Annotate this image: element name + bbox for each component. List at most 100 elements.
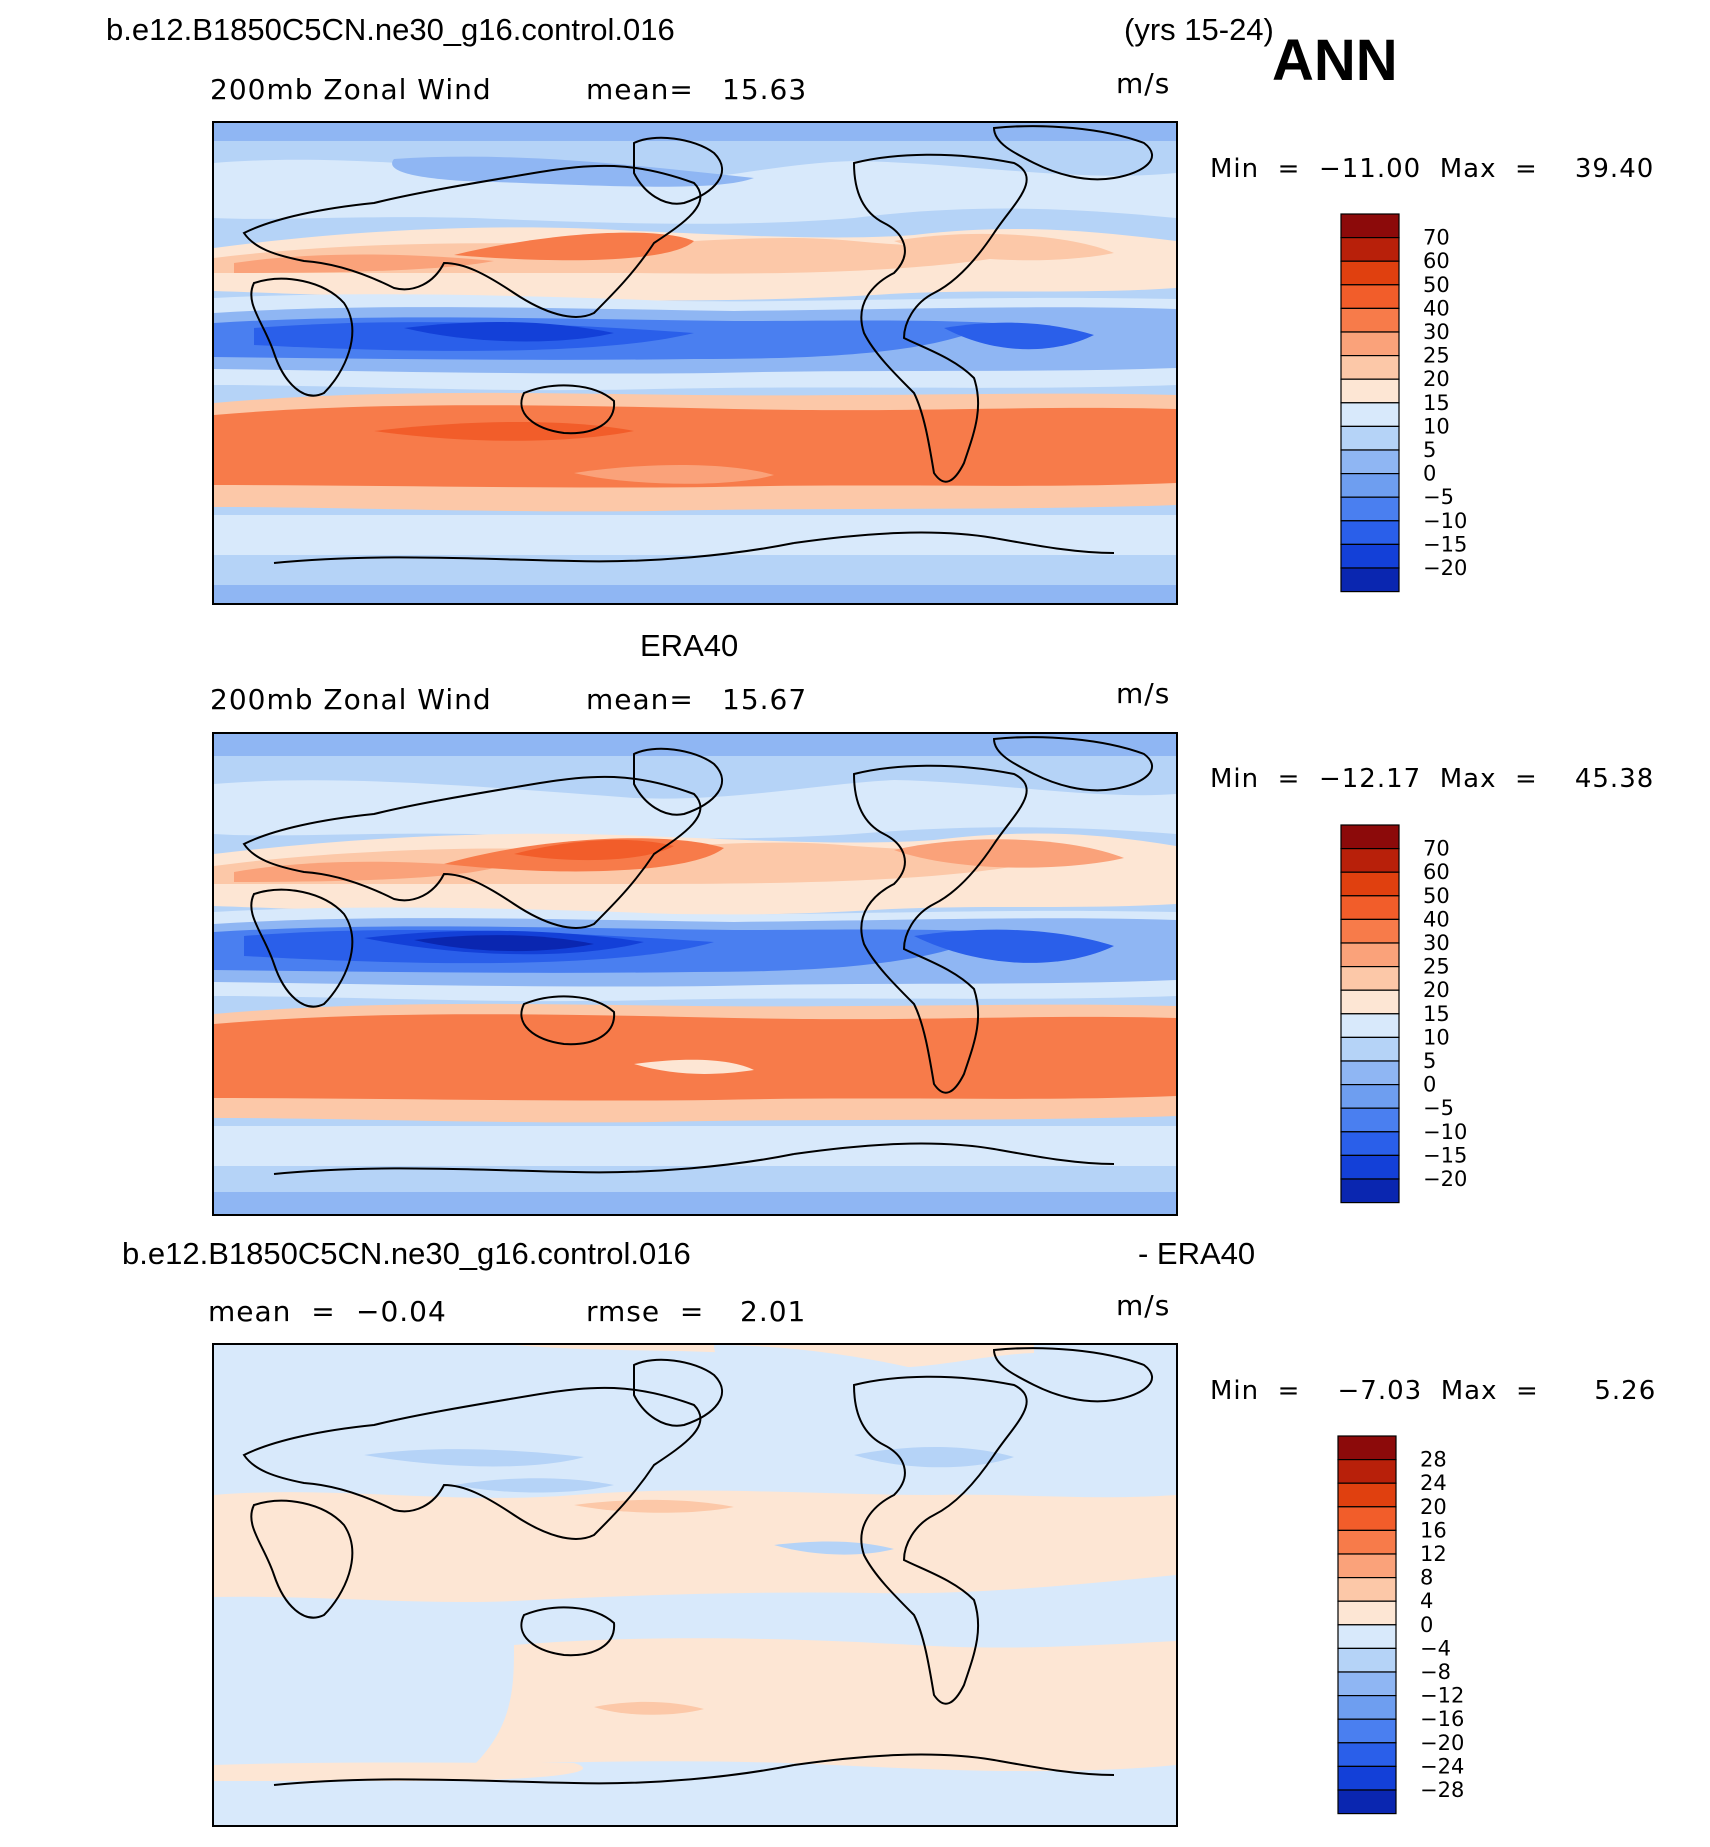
colorbar-swatch — [1340, 284, 1400, 310]
colorbar-tick-label: −4 — [1420, 1636, 1451, 1660]
colorbar-tick-label: −28 — [1420, 1778, 1464, 1802]
panel-3-minmax: Min = −7.03 Max = 5.26 — [1210, 1376, 1657, 1406]
panel-1-variable: 200mb Zonal Wind — [210, 73, 492, 106]
colorbar-swatch — [1340, 449, 1400, 475]
colorbar-swatch — [1340, 824, 1400, 850]
colorbar-tick-label: −20 — [1420, 1731, 1464, 1755]
colorbar-swatch — [1337, 1671, 1397, 1697]
colorbar-tick-label: 40 — [1423, 907, 1450, 931]
colorbar-swatch — [1340, 989, 1400, 1015]
colorbar-tick-label: 15 — [1423, 391, 1450, 415]
panel-3-colorbar: 28 24 20 16 12 8 4 0 −4 −8 −12 −16 −20 −24 −28 — [1337, 1435, 1498, 1821]
colorbar-tick-label: 8 — [1420, 1566, 1433, 1590]
panel-3-title-suffix: - ERA40 — [1138, 1236, 1256, 1271]
colorbar-tick-label: 0 — [1423, 462, 1436, 486]
colorbar-swatch — [1340, 895, 1400, 921]
colorbar-swatch — [1340, 402, 1400, 428]
colorbar-tick-label: 5 — [1423, 438, 1436, 462]
colorbar-tick-label: 0 — [1423, 1073, 1436, 1097]
panel-1-mean-value: 15.63 — [722, 73, 808, 106]
panel-2-mean-label: mean= — [586, 683, 694, 716]
colorbar-swatch — [1340, 213, 1400, 239]
colorbar-tick-label: −15 — [1423, 1143, 1467, 1167]
colorbar-tick-label: 50 — [1423, 884, 1450, 908]
panel-1-mean-label: mean= — [586, 73, 694, 106]
panel-2-variable: 200mb Zonal Wind — [210, 683, 492, 716]
colorbar-swatch — [1340, 543, 1400, 569]
colorbar-swatch — [1340, 1154, 1400, 1180]
colorbar-tick-label: 5 — [1423, 1049, 1436, 1073]
colorbar-tick-label: 20 — [1423, 978, 1450, 1002]
colorbar-tick-label: −8 — [1420, 1660, 1451, 1684]
panel-2-minmax: Min = −12.17 Max = 45.38 — [1210, 764, 1655, 794]
colorbar-swatch — [1337, 1506, 1397, 1532]
colorbar-tick-label: 10 — [1423, 1025, 1450, 1049]
colorbar-tick-label: −16 — [1420, 1707, 1464, 1731]
colorbar-swatch — [1340, 1013, 1400, 1039]
colorbar-tick-label: 24 — [1420, 1471, 1447, 1495]
colorbar-swatch — [1340, 1178, 1400, 1204]
colorbar-tick-label: −15 — [1423, 532, 1467, 556]
panel-2-mean-value: 15.67 — [722, 683, 808, 716]
colorbar-swatch — [1340, 331, 1400, 357]
panel-3-map — [212, 1343, 1178, 1827]
years-label: (yrs 15-24) — [1124, 12, 1274, 47]
colorbar-tick-label: −5 — [1423, 1096, 1454, 1120]
colorbar-swatch — [1337, 1695, 1397, 1720]
colorbar-tick-label: −10 — [1423, 1120, 1467, 1144]
colorbar-swatch — [1340, 237, 1400, 262]
panel-2-colorbar: 70 60 50 40 30 25 20 15 10 5 0 −5 −10 −15 −20 — [1340, 824, 1501, 1210]
colorbar-tick-label: 16 — [1420, 1518, 1447, 1542]
colorbar-tick-label: −20 — [1423, 1167, 1467, 1191]
colorbar-tick-label: 28 — [1420, 1448, 1447, 1472]
colorbar-swatch — [1337, 1600, 1397, 1626]
colorbar-tick-label: 60 — [1423, 860, 1450, 884]
colorbar-tick-label: 60 — [1423, 249, 1450, 273]
colorbar-swatch — [1337, 1529, 1397, 1555]
colorbar-swatch — [1337, 1553, 1397, 1579]
panel-2-map — [212, 732, 1178, 1216]
colorbar-swatch — [1340, 848, 1400, 873]
colorbar-swatch — [1340, 1060, 1400, 1086]
colorbar-tick-label: 20 — [1420, 1495, 1447, 1519]
colorbar-swatch — [1340, 1084, 1400, 1109]
colorbar-tick-label: −5 — [1423, 485, 1454, 509]
colorbar-tick-label: 30 — [1423, 320, 1450, 344]
panel-1-map — [212, 121, 1178, 605]
colorbar-swatch — [1337, 1624, 1397, 1650]
colorbar-tick-label: 12 — [1420, 1542, 1447, 1566]
colorbar-swatch — [1340, 1131, 1400, 1156]
colorbar-tick-label: 40 — [1423, 296, 1450, 320]
colorbar-swatch — [1340, 1107, 1400, 1133]
colorbar-tick-label: 0 — [1420, 1613, 1433, 1637]
panel-1-minmax: Min = −11.00 Max = 39.40 — [1210, 154, 1655, 184]
colorbar-tick-label: −12 — [1420, 1684, 1464, 1708]
panel-1-colorbar: 70 60 50 40 30 25 20 15 10 5 0 −5 −10 −15 −20 — [1340, 213, 1501, 599]
colorbar-swatch — [1340, 871, 1400, 897]
panel-2-title: ERA40 — [640, 628, 739, 663]
colorbar-tick-label: 10 — [1423, 414, 1450, 438]
case-title: b.e12.B1850C5CN.ne30_g16.control.016 — [106, 12, 675, 47]
panel-3-rmse-label: rmse = — [586, 1295, 705, 1328]
colorbar-swatch — [1340, 567, 1400, 593]
panel-3-mean-value: −0.04 — [356, 1295, 447, 1328]
season-label: ANN — [1272, 28, 1398, 93]
colorbar-swatch — [1337, 1577, 1397, 1602]
colorbar-tick-label: −10 — [1423, 509, 1467, 533]
panel-1-units: m/s — [1116, 67, 1171, 100]
colorbar-swatch — [1340, 942, 1400, 968]
colorbar-swatch — [1340, 378, 1400, 404]
colorbar-swatch — [1340, 473, 1400, 498]
colorbar-swatch — [1337, 1459, 1397, 1484]
colorbar-tick-label: 30 — [1423, 931, 1450, 955]
colorbar-swatch — [1337, 1718, 1397, 1744]
colorbar-tick-label: 25 — [1423, 344, 1450, 368]
colorbar-tick-label: 20 — [1423, 367, 1450, 391]
colorbar-swatch — [1340, 1036, 1400, 1062]
colorbar-swatch — [1340, 355, 1400, 380]
colorbar-tick-label: 50 — [1423, 273, 1450, 297]
colorbar-swatch — [1340, 496, 1400, 522]
colorbar-swatch — [1337, 1435, 1397, 1461]
colorbar-swatch — [1340, 307, 1400, 333]
colorbar-tick-label: 15 — [1423, 1002, 1450, 1026]
